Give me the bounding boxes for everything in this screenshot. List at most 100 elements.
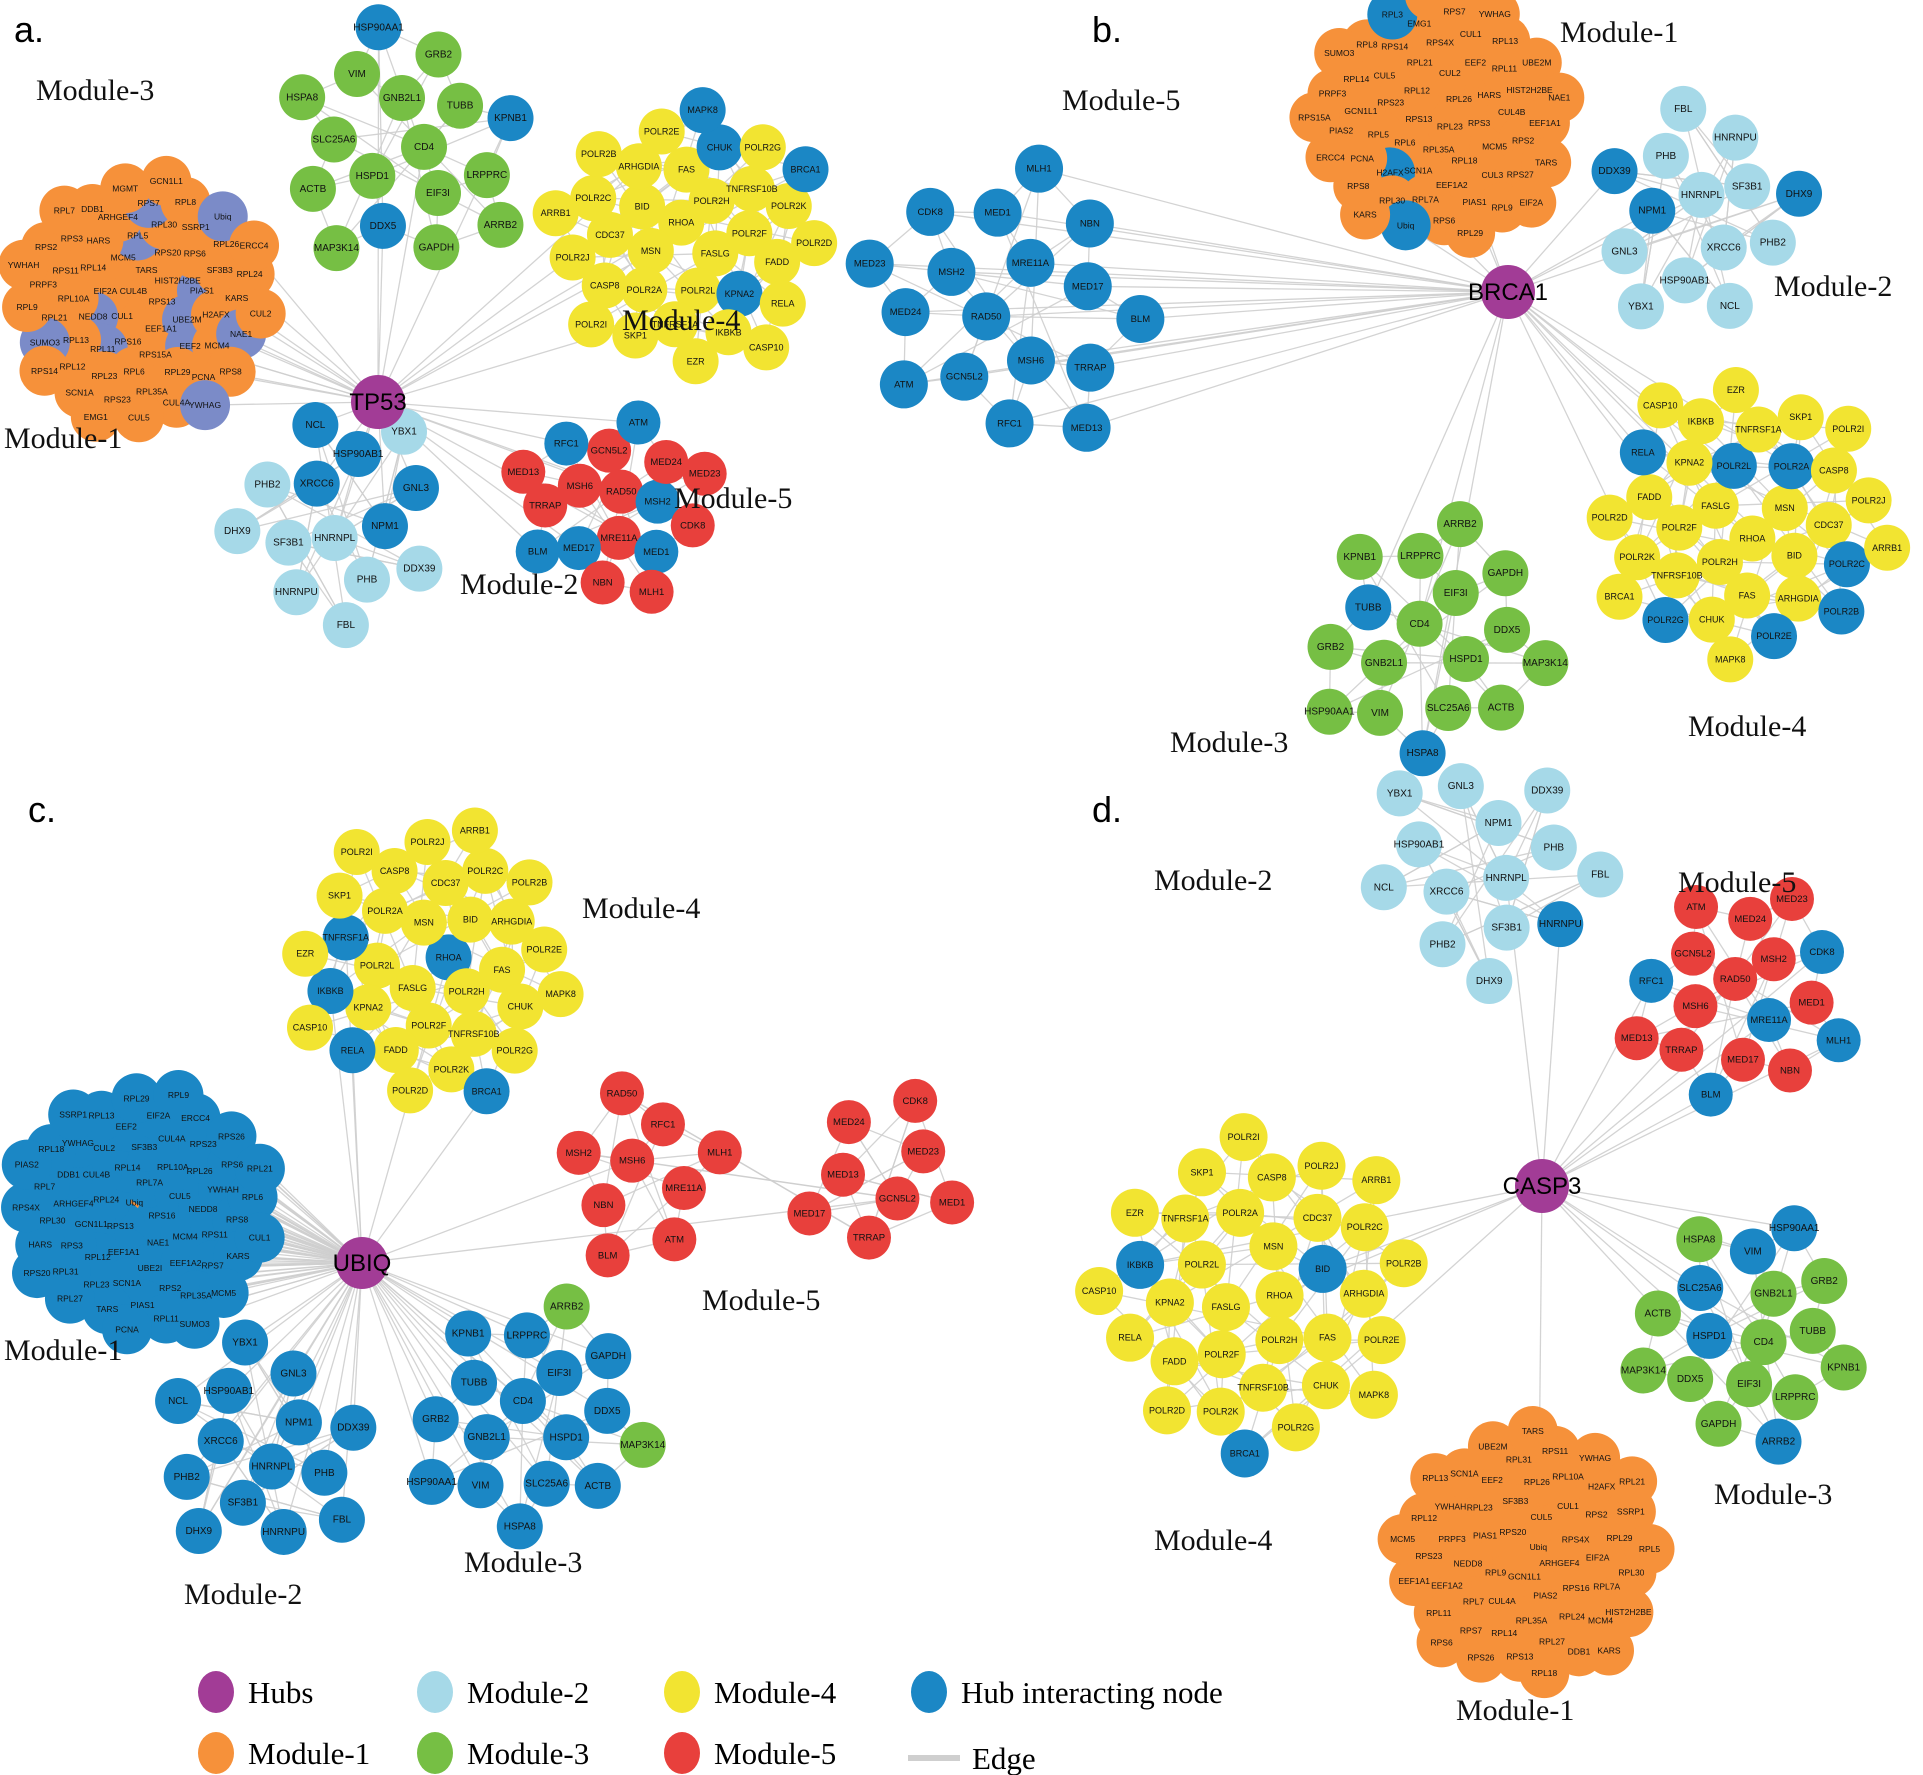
node-PHB[interactable] — [301, 1449, 348, 1496]
node-POLR2F[interactable] — [726, 210, 773, 257]
node-NPM1[interactable] — [361, 503, 408, 550]
node-ATM[interactable] — [1674, 885, 1719, 930]
node-MED13[interactable] — [1614, 1016, 1659, 1061]
node-RHOA[interactable] — [1729, 515, 1776, 562]
node-BRCA1[interactable] — [1596, 573, 1643, 620]
hub-node-CASP3[interactable] — [1515, 1159, 1569, 1213]
node-YWHAG[interactable] — [1469, 0, 1520, 40]
node-CHUK[interactable] — [1301, 1361, 1350, 1410]
node-RPS20[interactable] — [12, 1248, 63, 1299]
node-GCN5L2[interactable] — [875, 1176, 920, 1221]
node-ARHGDIA[interactable] — [615, 143, 662, 190]
node-TNFRSF1A[interactable] — [1161, 1194, 1210, 1243]
node-MAPK8[interactable] — [679, 87, 726, 134]
node-POLR2L[interactable] — [1710, 442, 1757, 489]
node-SLC25A6[interactable] — [1425, 684, 1472, 731]
node-GAPDH[interactable] — [1695, 1400, 1742, 1447]
node-NPM1[interactable] — [1629, 187, 1676, 234]
node-RPS15A[interactable] — [1289, 92, 1340, 143]
node-CDK8[interactable] — [670, 503, 715, 548]
node-RPL21[interactable] — [234, 1143, 285, 1194]
node-YBX1[interactable] — [1376, 770, 1423, 817]
node-BRCA1[interactable] — [1220, 1429, 1269, 1478]
node-RAD50[interactable] — [599, 469, 644, 514]
node-KPNB1[interactable] — [445, 1310, 492, 1357]
node-MSH2[interactable] — [1751, 937, 1796, 982]
node-YWHAG[interactable] — [1570, 1432, 1621, 1483]
node-TNFRSF1A[interactable] — [322, 914, 369, 961]
node-BLM[interactable] — [515, 529, 560, 574]
node-KPNA2[interactable] — [345, 984, 392, 1031]
node-POLR2I[interactable] — [1825, 405, 1872, 452]
node-EZR[interactable] — [1110, 1188, 1159, 1237]
node-POLR2D[interactable] — [387, 1067, 434, 1114]
node-FASLG[interactable] — [1692, 482, 1739, 529]
node-RAD50[interactable] — [962, 292, 1011, 341]
node-POLR2G[interactable] — [739, 124, 786, 171]
node-MAP3K14[interactable] — [313, 225, 360, 272]
node-RPL9[interactable] — [153, 1070, 204, 1121]
node-POLR2A[interactable] — [361, 887, 408, 934]
node-MED23[interactable] — [1769, 876, 1814, 921]
node-CUL5[interactable] — [113, 392, 164, 443]
node-HSP90AA1[interactable] — [355, 4, 402, 51]
node-CHUK[interactable] — [696, 124, 743, 171]
node-MGMT[interactable] — [100, 163, 151, 214]
node-MAPK8[interactable] — [1349, 1370, 1398, 1419]
node-BRCA1[interactable] — [463, 1068, 510, 1115]
node-FBL[interactable] — [322, 602, 369, 649]
node-FADD[interactable] — [1150, 1337, 1199, 1386]
node-LRPPRC[interactable] — [463, 152, 510, 199]
node-RPL13[interactable] — [1410, 1453, 1461, 1504]
node-IKBKB[interactable] — [705, 309, 752, 356]
node-XRCC6[interactable] — [293, 460, 340, 507]
node-RAD50[interactable] — [1713, 956, 1758, 1001]
node-PHB2[interactable] — [1419, 921, 1466, 968]
node-CDK8[interactable] — [893, 1078, 938, 1123]
node-BID[interactable] — [1298, 1244, 1347, 1293]
node-CD4[interactable] — [401, 123, 448, 170]
node-MAP3K14[interactable] — [1620, 1347, 1667, 1394]
node-CASP10[interactable] — [287, 1004, 334, 1051]
node-POLR2B[interactable] — [506, 859, 553, 906]
node-LRPPRC[interactable] — [1772, 1374, 1819, 1421]
node-HSPD1[interactable] — [349, 152, 396, 199]
node-MED1[interactable] — [1789, 980, 1834, 1025]
node-SKP1[interactable] — [316, 872, 363, 919]
node-PHB[interactable] — [343, 556, 390, 603]
node-MED17[interactable] — [1720, 1037, 1765, 1082]
node-MSH6[interactable] — [610, 1138, 655, 1183]
node-HNRNPU[interactable] — [1537, 901, 1584, 948]
node-CDK8[interactable] — [906, 187, 955, 236]
node-POLR2F[interactable] — [1656, 504, 1703, 551]
node-GCN5L2[interactable] — [940, 352, 989, 401]
node-CASP8[interactable] — [1247, 1153, 1296, 1202]
node-SF3B1[interactable] — [265, 519, 312, 566]
node-PHB[interactable] — [1642, 132, 1689, 179]
node-YBX1[interactable] — [222, 1319, 269, 1366]
node-MED13[interactable] — [501, 449, 546, 494]
node-EZR[interactable] — [282, 930, 329, 977]
node-FBL[interactable] — [1660, 85, 1707, 132]
node-ACTB[interactable] — [1634, 1290, 1681, 1337]
node-MSH6[interactable] — [1673, 984, 1718, 1029]
node-HSP90AA1[interactable] — [1771, 1205, 1818, 1252]
node-BLM[interactable] — [1688, 1072, 1733, 1117]
node-ARRB2[interactable] — [543, 1283, 590, 1330]
node-RFC1[interactable] — [544, 421, 589, 466]
node-MLH1[interactable] — [1015, 144, 1064, 193]
node-PHB2[interactable] — [244, 461, 291, 508]
node-TNFRSF10B[interactable] — [1653, 552, 1700, 599]
node-NAE1[interactable] — [1534, 72, 1585, 123]
node-CDC37[interactable] — [1805, 501, 1852, 548]
hub-node-BRCA1[interactable] — [1481, 265, 1535, 319]
node-ARRB1[interactable] — [1864, 524, 1911, 571]
node-EIF3I[interactable] — [415, 170, 462, 217]
node-KPNB1[interactable] — [1820, 1344, 1867, 1391]
node-FAS[interactable] — [479, 946, 526, 993]
node-HNRNPU[interactable] — [273, 569, 320, 616]
node-MED17[interactable] — [787, 1191, 832, 1236]
node-POLR2G[interactable] — [1642, 597, 1689, 644]
node-GNL3[interactable] — [270, 1350, 317, 1397]
node-POLR2K[interactable] — [765, 183, 812, 230]
